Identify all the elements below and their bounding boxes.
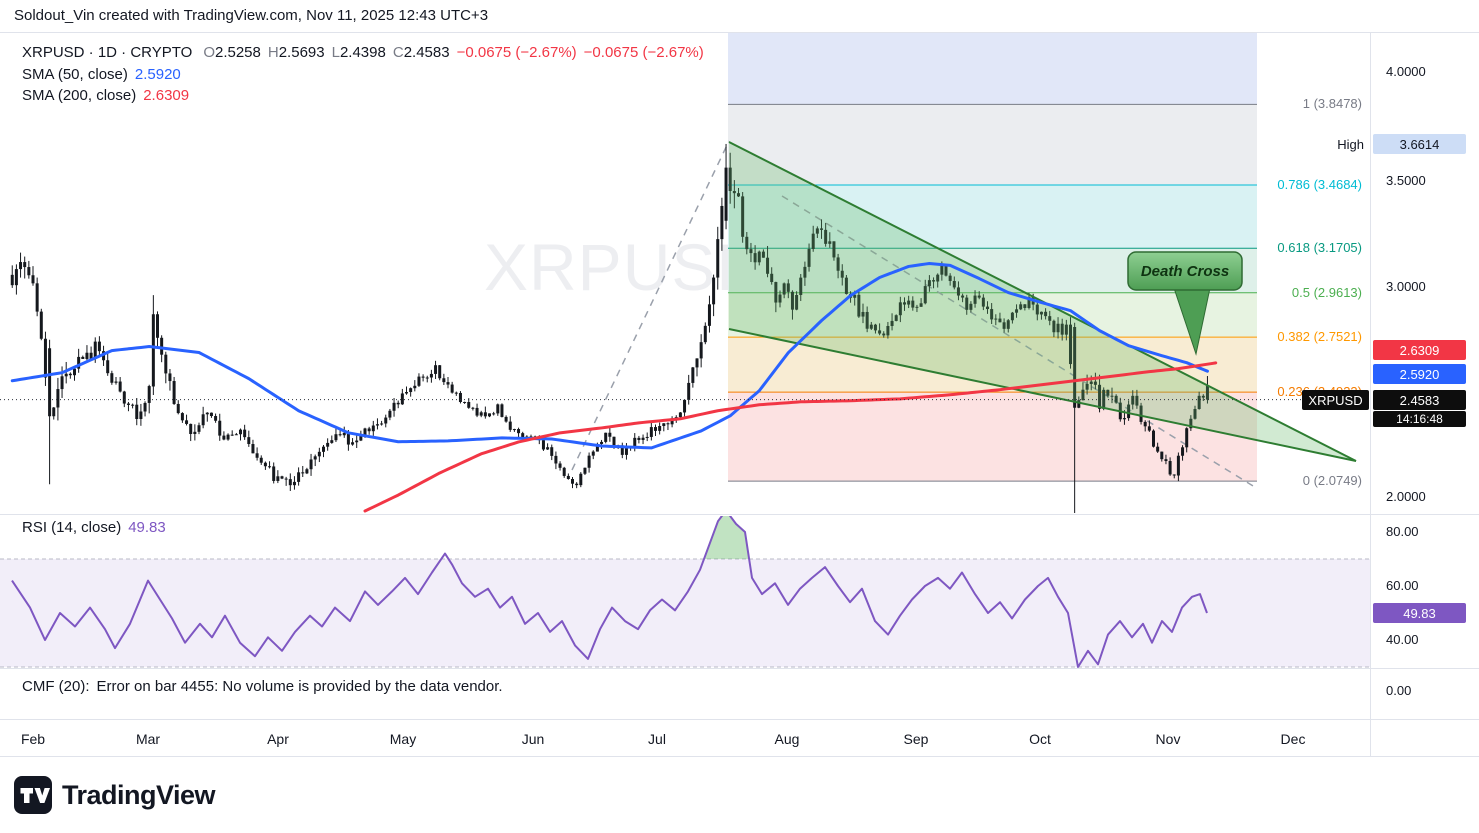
rsi-value: 49.83 (128, 519, 166, 536)
main-series-legend[interactable]: XRPUSD · 1D · CRYPTO O2.5258 H2.5693 L2.… (22, 44, 704, 61)
cmf-label: CMF (20): (22, 678, 90, 695)
cmf-legend[interactable]: CMF (20): Error on bar 4455: No volume i… (22, 678, 503, 695)
cmf-error-message: Error on bar 4455: No volume is provided… (96, 678, 503, 695)
rsi-pane[interactable] (0, 510, 1370, 668)
sma200-legend[interactable]: SMA (200, close) 2.6309 (22, 87, 189, 104)
tradingview-brand-text: TradingView (62, 779, 216, 810)
ohlc-open: O2.5258 (203, 44, 261, 61)
cmf-axis-separator (0, 719, 1479, 720)
sma50-legend[interactable]: SMA (50, close) 2.5920 (22, 66, 181, 83)
main-rsi-pane-separator[interactable] (0, 514, 1479, 515)
header-separator (0, 32, 1479, 33)
death-cross-annotation[interactable]: Death Cross (1140, 262, 1230, 280)
tradingview-logo-icon (14, 776, 52, 814)
ohlc-low: L2.4398 (331, 44, 386, 61)
change-value: −0.0675 (−2.67%) (456, 44, 577, 61)
ohlc-high: H2.5693 (267, 44, 325, 61)
ohlc-close: C2.4583 (392, 44, 450, 61)
sma50-value: 2.5920 (134, 66, 181, 83)
rsi-legend[interactable]: RSI (14, close) 49.83 (22, 519, 166, 536)
main-price-pane[interactable] (0, 19, 1370, 513)
sma200-value: 2.6309 (143, 87, 190, 104)
sma200-label: SMA (200, close) (22, 87, 137, 104)
change-percent-value: −0.0675 (−2.67%) (583, 44, 704, 61)
tradingview-logo[interactable]: TradingView (14, 776, 216, 814)
symbol-title[interactable]: XRPUSD · 1D · CRYPTO (22, 44, 193, 61)
price-scale-border (1370, 32, 1371, 756)
sma50-label: SMA (50, close) (22, 66, 128, 83)
axis-bottom-separator (0, 756, 1479, 757)
rsi-cmf-pane-separator[interactable] (0, 668, 1479, 669)
rsi-label: RSI (14, close) (22, 519, 122, 536)
credit-line: Soldout_Vin created with TradingView.com… (14, 7, 489, 24)
